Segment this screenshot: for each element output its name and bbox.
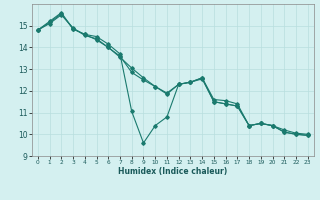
X-axis label: Humidex (Indice chaleur): Humidex (Indice chaleur)	[118, 167, 228, 176]
